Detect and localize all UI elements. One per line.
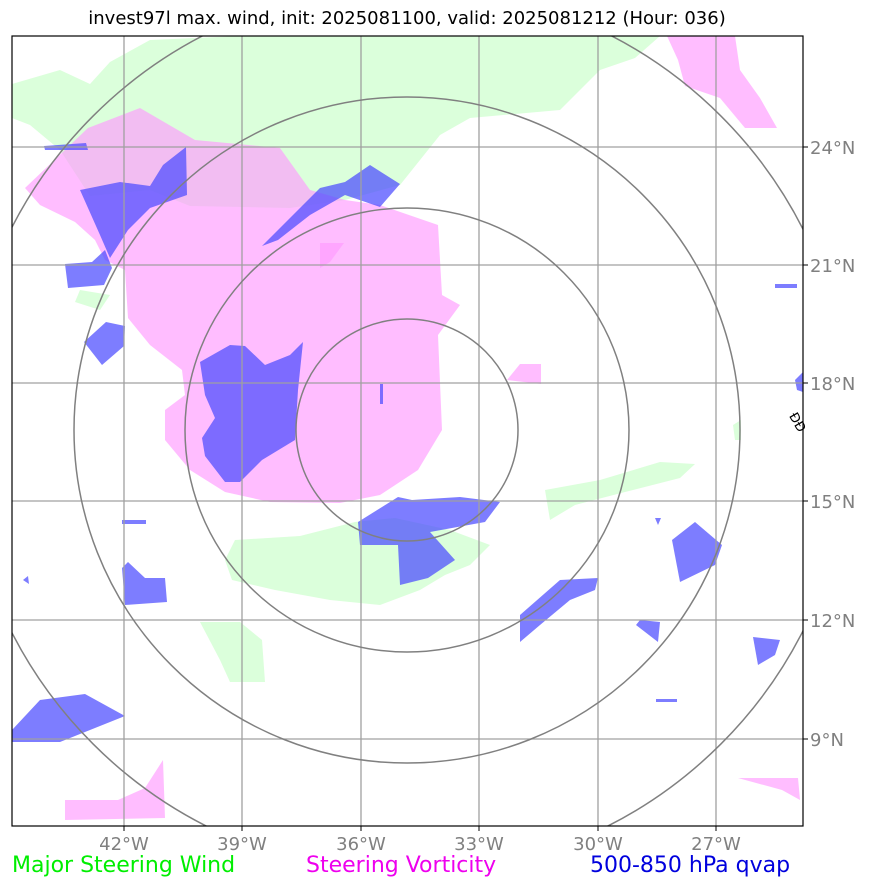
lon-label: 36°W bbox=[336, 834, 386, 855]
lat-label: 24°N bbox=[810, 138, 855, 159]
legend-steering-wind: Major Steering Wind bbox=[12, 853, 236, 878]
lon-label: 42°W bbox=[99, 834, 149, 855]
legend-qvap: 500-850 hPa qvap bbox=[590, 853, 791, 878]
lat-label: 21°N bbox=[810, 256, 855, 277]
qvap-layer bbox=[12, 143, 803, 742]
legend-steering-vorticity: Steering Vorticity bbox=[306, 853, 497, 878]
lon-label: 27°W bbox=[691, 834, 741, 855]
lon-label: 39°W bbox=[217, 834, 267, 855]
lon-label: 30°W bbox=[573, 834, 623, 855]
range-rings bbox=[12, 36, 803, 826]
overlay-glyph-text: ÐÐ bbox=[785, 410, 808, 435]
latitude-labels: 24°N 21°N 18°N 15°N 12°N 9°N bbox=[810, 138, 855, 751]
range-ring-2 bbox=[184, 207, 630, 653]
graticule bbox=[12, 36, 803, 826]
map-layers bbox=[12, 36, 803, 826]
lat-label: 18°N bbox=[810, 374, 855, 395]
range-ring-1 bbox=[295, 318, 519, 542]
range-ring-3 bbox=[73, 96, 741, 764]
lat-label: 12°N bbox=[810, 611, 855, 632]
tick-marks bbox=[123, 146, 808, 831]
lat-label: 15°N bbox=[810, 492, 855, 513]
lon-label: 33°W bbox=[454, 834, 504, 855]
longitude-labels: 42°W 39°W 36°W 33°W 30°W 27°W bbox=[99, 834, 741, 855]
figure-title: invest97l max. wind, init: 2025081100, v… bbox=[88, 8, 726, 29]
plot-frame bbox=[11, 35, 804, 827]
lat-label: 9°N bbox=[810, 730, 844, 751]
